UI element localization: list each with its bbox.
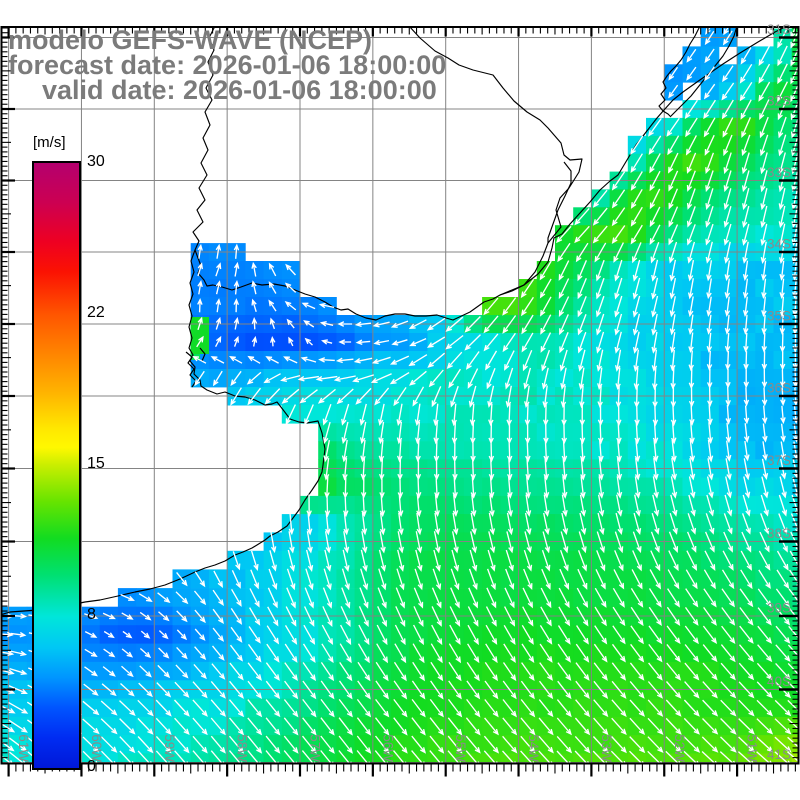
coastline xyxy=(658,27,701,118)
colorbar-gradient xyxy=(32,160,81,770)
colorbar-tick-label: 0 xyxy=(87,757,96,775)
valid-date: valid date: 2026-01-06 18:00:00 xyxy=(42,75,437,105)
lat-label: 40S xyxy=(767,674,791,689)
lon-label: 54W xyxy=(526,734,541,762)
lat-label: 37S xyxy=(767,453,791,468)
coastline xyxy=(547,161,572,243)
lon-label: 60W xyxy=(89,734,104,762)
lon-label: 55W xyxy=(453,734,468,762)
lon-label: 58W xyxy=(235,734,250,762)
wind-direction-arrows xyxy=(2,27,798,764)
coastline xyxy=(199,347,206,362)
coastline xyxy=(192,27,216,251)
lon-label: 51W xyxy=(745,734,760,762)
lon-label: 57W xyxy=(308,734,323,762)
lat-label: 31S xyxy=(767,22,791,37)
map-frame xyxy=(0,26,800,777)
colorbar-tick-label: 22 xyxy=(87,303,105,321)
lon-label: 56W xyxy=(380,734,395,762)
coastlines xyxy=(2,27,787,616)
lat-label: 41S xyxy=(767,747,791,762)
coastline xyxy=(670,27,738,117)
title-block: modelo GEFS-WAVE (NCEP) forecast date: 20… xyxy=(8,25,447,105)
lat-label: 34S xyxy=(767,237,791,252)
forecast-date: forecast date: 2026-01-06 18:00:00 xyxy=(8,50,447,80)
lat-label: 36S xyxy=(767,381,791,396)
lat-label: 33S xyxy=(767,165,791,180)
axis-labels: 61W 60W 59W 58W 57W 56W 55W 54W 53W 52W 51W 31S 32S 3… xyxy=(16,22,791,762)
lat-label: 38S xyxy=(767,526,791,541)
colorbar-tick-label: 8 xyxy=(87,606,96,624)
lon-label: 52W xyxy=(672,734,687,762)
coastline xyxy=(409,27,583,296)
lon-label: 59W xyxy=(162,734,177,762)
lat-label: 35S xyxy=(767,309,791,324)
colorbar-unit-label: [m/s] xyxy=(33,133,66,151)
colorbar-tick-label: 30 xyxy=(87,152,105,170)
lat-label: 32S xyxy=(767,94,791,109)
lat-label: 39S xyxy=(767,601,791,616)
model-title: modelo GEFS-WAVE (NCEP) xyxy=(8,25,373,55)
lon-label: 61W xyxy=(16,734,31,762)
lon-label: 53W xyxy=(599,734,614,762)
colorbar-tick-label: 15 xyxy=(87,455,105,472)
